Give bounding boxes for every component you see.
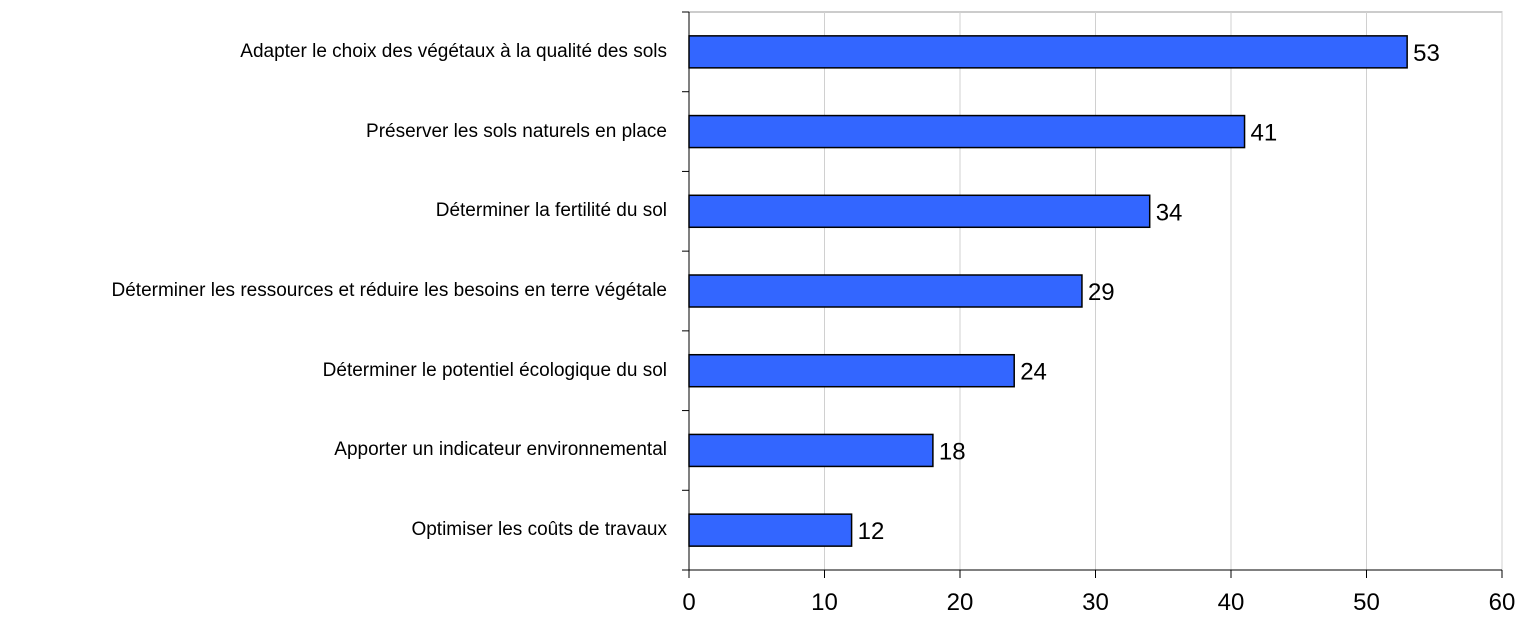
x-tick-label: 20: [947, 589, 974, 616]
value-label: 41: [1251, 120, 1278, 147]
y-tick-label: Préserver les sols naturels en place: [366, 120, 667, 142]
value-label: 53: [1413, 40, 1440, 67]
value-label: 29: [1088, 279, 1115, 306]
value-label: 12: [858, 518, 885, 545]
bar: [688, 274, 1083, 308]
y-tick-label: Optimiser les coûts de travaux: [411, 519, 667, 541]
bar: [688, 114, 1246, 149]
bar: [688, 194, 1151, 229]
value-label: 24: [1020, 359, 1047, 386]
x-tick-label: 0: [682, 589, 695, 616]
y-tick-label: Déterminer le potentiel écologique du so…: [322, 359, 667, 381]
value-label: 18: [939, 438, 966, 465]
y-tick-label: Déterminer les ressources et réduire les…: [111, 280, 668, 301]
bar: [688, 513, 853, 547]
x-tick-label: 10: [811, 589, 838, 616]
bar: [688, 35, 1408, 69]
y-tick-label: Adapter le choix des végétaux à la quali…: [240, 40, 667, 62]
value-label: 34: [1156, 199, 1183, 226]
bar: [688, 433, 934, 468]
y-tick-label: Apporter un indicateur environnemental: [334, 439, 667, 461]
y-tick-label: Déterminer la fertilité du sol: [435, 200, 667, 222]
x-tick-label: 60: [1489, 589, 1516, 616]
x-tick-label: 30: [1082, 589, 1109, 616]
x-tick-label: 50: [1353, 589, 1380, 616]
bar: [688, 353, 1015, 388]
x-tick-label: 40: [1218, 589, 1245, 616]
